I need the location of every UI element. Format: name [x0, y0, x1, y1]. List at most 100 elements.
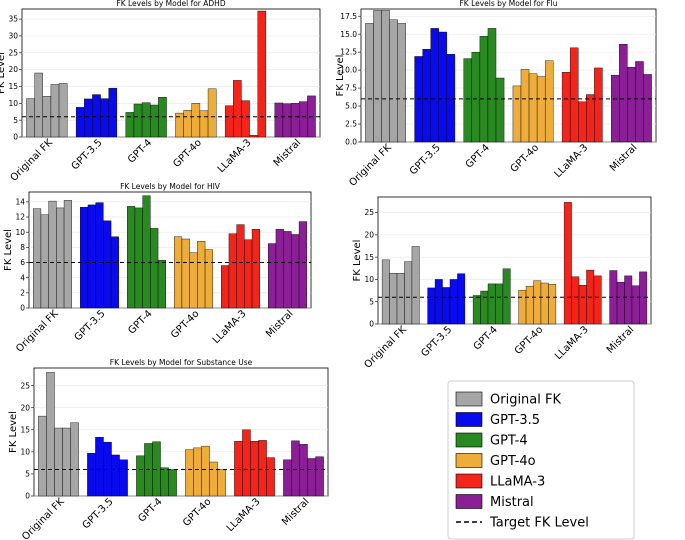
bar-original-fk-5 — [70, 422, 79, 497]
bar-gpt-3-5-5 — [457, 273, 466, 325]
y-tick-label: 5 — [25, 470, 30, 479]
x-tick-label-gpt-3-5: GPT-3.5 — [81, 496, 116, 531]
bar-original-fk-1 — [381, 259, 390, 325]
legend-label: GPT-3.5 — [490, 413, 540, 428]
legend-entry-gpt-4: GPT-4 — [455, 432, 528, 449]
y-tick-label: 20 — [20, 403, 30, 412]
bar-llama-3-5 — [266, 457, 275, 497]
bar-original-fk-4 — [56, 207, 65, 309]
legend-entry-target-fk-level: Target FK Level — [456, 516, 589, 531]
bar-mistral-3 — [290, 103, 300, 138]
bar-gpt-3-5-2 — [87, 204, 96, 309]
legend-swatch — [455, 432, 483, 448]
bar-llama-3-3 — [241, 100, 250, 138]
y-tick-label: 15 — [364, 253, 374, 262]
bar-gpt-3-5-1 — [87, 452, 96, 497]
bar-gpt-3-5-2 — [84, 98, 93, 138]
bar-gpt-4-3 — [152, 441, 161, 497]
bar-llama-3-1 — [563, 202, 572, 325]
bar-gpt-4-4 — [495, 283, 504, 325]
bar-gpt-4-2 — [133, 103, 143, 138]
bar-llama-3-5 — [594, 67, 603, 143]
chart-panel-2: 0.0 2.5 5.0 7.5 10.0 12.5 15.0 17.5 Original FK G… — [335, 0, 657, 189]
y-tick-label: 2.5 — [345, 120, 357, 129]
bar-gpt-3-5-4 — [438, 31, 448, 143]
bar-mistral-5 — [643, 74, 652, 143]
bar-gpt-4o-1 — [512, 85, 522, 143]
bar-llama-3-3 — [236, 224, 245, 309]
bar-gpt-4o-1 — [518, 289, 527, 325]
chart-title: FK Levels by Model for Flu — [459, 0, 557, 8]
bar-mistral-1 — [611, 74, 620, 143]
x-tick-label-original-fk: Original FK — [347, 142, 394, 189]
bar-gpt-4-3 — [487, 283, 496, 325]
y-tick-label: 0.0 — [345, 138, 357, 147]
bar-gpt-4o-1 — [185, 449, 194, 497]
y-tick-label: 10 — [8, 99, 18, 108]
bar-original-fk-1 — [33, 208, 42, 309]
bar-gpt-3-5-5 — [119, 459, 128, 497]
bar-gpt-4o-2 — [193, 447, 202, 497]
bar-mistral-4 — [635, 61, 644, 143]
chart-panel-5: 0 5 10 15 20 25 Original FK GPT-3.5 GPT-4 GPT-4o L… — [8, 358, 329, 540]
bar-gpt-4o-3 — [533, 280, 542, 325]
bar-llama-3-4 — [258, 440, 267, 497]
bar-llama-3-2 — [228, 233, 237, 309]
x-tick-label-gpt-4o: GPT-4o — [181, 496, 214, 529]
legend-swatch — [455, 391, 483, 407]
bar-gpt-4-1 — [127, 206, 136, 309]
bar-gpt-3-5-4 — [103, 220, 112, 309]
bar-original-fk-5 — [63, 200, 72, 309]
bar-llama-3-2 — [242, 429, 251, 497]
bar-mistral-3 — [624, 275, 633, 325]
bar-llama-3-3 — [578, 101, 587, 143]
y-tick-label: 15.0 — [340, 30, 357, 39]
bar-llama-3-3 — [250, 441, 259, 497]
bar-original-fk-1 — [38, 415, 47, 497]
legend-entry-mistral: Mistral — [455, 494, 534, 510]
bar-original-fk-3 — [381, 10, 390, 143]
bar-gpt-4-5 — [157, 260, 166, 309]
bar-original-fk-2 — [389, 273, 398, 325]
bar-mistral-2 — [275, 228, 284, 309]
bar-gpt-3-5-2 — [95, 437, 104, 497]
bar-gpt-4o-4 — [199, 110, 209, 138]
x-tick-label-gpt-4o: GPT-4o — [169, 308, 202, 341]
bar-gpt-4o-4 — [197, 241, 206, 309]
bar-gpt-4o-5 — [207, 88, 217, 138]
axes-frame — [360, 8, 657, 143]
bar-gpt-3-5-1 — [427, 287, 436, 325]
bar-gpt-4-5 — [168, 469, 177, 497]
bar-gpt-4-2 — [134, 207, 143, 309]
y-tick-label: 30 — [8, 32, 18, 41]
chart-title: FK Levels by Model for ADHD — [116, 0, 225, 8]
bar-mistral-5 — [315, 456, 324, 497]
bar-mistral-4 — [307, 458, 316, 497]
bar-gpt-3-5-4 — [449, 279, 458, 325]
legend-entry-gpt-3-5: GPT-3.5 — [455, 412, 540, 428]
y-tick-label: 10 — [15, 228, 25, 237]
x-tick-label-mistral: Mistral — [280, 496, 312, 528]
legend-swatch — [455, 473, 483, 489]
bar-gpt-4o-5 — [544, 60, 554, 143]
bar-original-fk-5 — [397, 23, 406, 143]
y-axis-label: FK Level — [0, 52, 7, 94]
legend-swatch — [455, 412, 483, 427]
bar-original-fk-5 — [58, 83, 68, 138]
y-tick-label: 25 — [8, 48, 18, 57]
x-tick-label-original-fk: Original FK — [20, 496, 67, 540]
bar-llama-3-5 — [593, 275, 602, 325]
chart-title: FK Levels by Model for HIV — [120, 182, 221, 191]
bar-gpt-3-5-2 — [422, 49, 431, 143]
bar-gpt-4-1 — [125, 112, 135, 138]
bar-gpt-4o-3 — [528, 73, 538, 143]
bar-gpt-3-5-4 — [100, 98, 109, 138]
y-tick-label: 10 — [20, 447, 30, 456]
x-tick-label-llama-3: LLaMA-3 — [553, 324, 591, 362]
bar-llama-3-5 — [251, 228, 260, 309]
legend-swatch — [455, 494, 483, 509]
x-tick-label-gpt-3-5: GPT-3.5 — [408, 142, 443, 177]
bar-gpt-4o-2 — [183, 110, 192, 138]
bar-mistral-3 — [627, 67, 636, 143]
